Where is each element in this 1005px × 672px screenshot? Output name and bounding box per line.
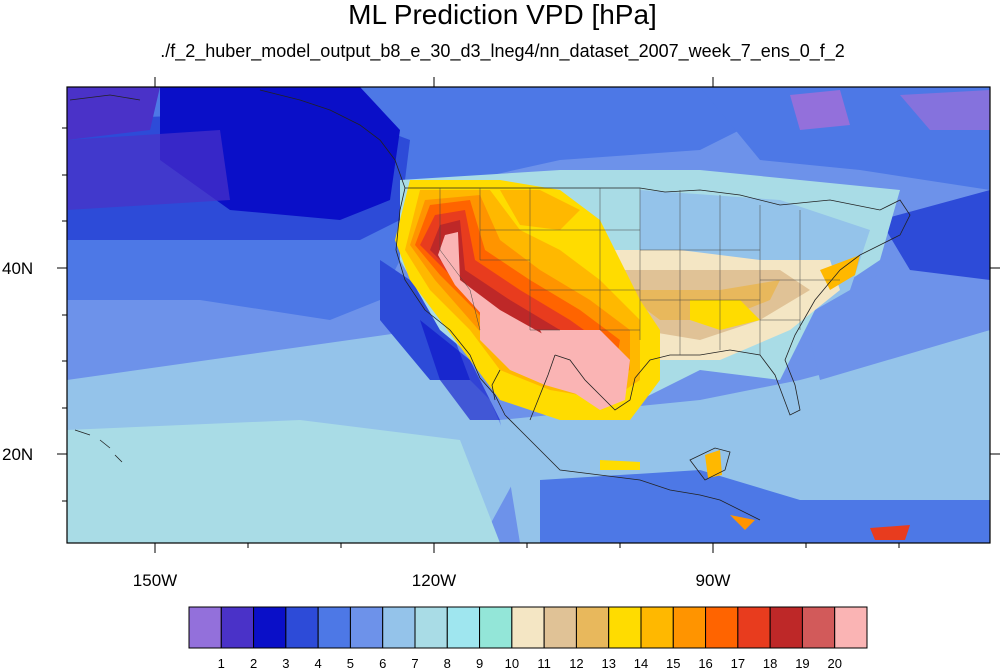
colorbar-label: 8 — [443, 656, 451, 671]
colorbar-label: 11 — [537, 656, 551, 671]
vpd-field — [67, 87, 990, 543]
colorbar-box — [672, 606, 707, 649]
vpd-map — [57, 77, 1000, 553]
colorbar-box — [349, 606, 384, 649]
colorbar-label: 17 — [730, 656, 746, 671]
colorbar-label: 5 — [346, 656, 355, 671]
colorbar-box — [446, 606, 481, 649]
colorbar-label: 18 — [762, 656, 778, 671]
map-subtitle: ./f_2_huber_model_output_b8_e_30_d3_lneg… — [160, 41, 845, 61]
colorbar-box — [414, 606, 448, 649]
colorbar-label: 20 — [827, 656, 842, 671]
colorbar-label: 15 — [666, 656, 681, 671]
colorbar-box — [511, 606, 545, 649]
colorbar-box — [737, 606, 771, 649]
lon-label-150w: 150W — [132, 571, 178, 590]
colorbar-label: 19 — [795, 656, 810, 671]
colorbar-label: 10 — [504, 656, 520, 671]
colorbar-box — [188, 606, 222, 649]
colorbar-box — [575, 606, 610, 649]
map-title: ML Prediction VPD [hPa] — [348, 0, 657, 30]
colorbar-box — [285, 606, 319, 649]
colorbar-label: 9 — [475, 656, 484, 671]
lat-label-40n: 40N — [2, 259, 34, 278]
colorbar-box — [834, 606, 868, 649]
colorbar-box — [705, 606, 739, 649]
colorbar-label: 2 — [249, 656, 258, 671]
axis-ticks — [57, 77, 1000, 553]
colorbar-box — [382, 606, 416, 649]
colorbar-box — [253, 606, 287, 649]
lon-label-90w: 90W — [695, 571, 731, 590]
state-borders — [439, 188, 840, 355]
colorbar-label: 14 — [633, 656, 649, 671]
colorbar-box — [608, 606, 642, 649]
lat-label-20n: 20N — [2, 445, 34, 464]
colorbar — [188, 606, 868, 649]
coastlines — [69, 89, 911, 521]
colorbar-box — [801, 606, 836, 649]
lon-label-120w: 120W — [411, 571, 457, 590]
colorbar-box — [640, 606, 674, 649]
colorbar-box — [769, 606, 803, 649]
colorbar-box — [220, 606, 255, 649]
colorbar-label: 16 — [698, 656, 713, 671]
colorbar-box — [317, 606, 351, 649]
colorbar-box — [479, 606, 513, 649]
colorbar-box — [543, 606, 577, 649]
colorbar-label: 4 — [314, 656, 322, 671]
colorbar-label: 13 — [601, 656, 616, 671]
colorbar-label: 1 — [217, 656, 225, 671]
colorbar-label: 7 — [411, 656, 419, 671]
colorbar-label: 6 — [379, 656, 387, 671]
colorbar-label: 12 — [569, 656, 584, 671]
colorbar-label: 3 — [282, 656, 290, 671]
